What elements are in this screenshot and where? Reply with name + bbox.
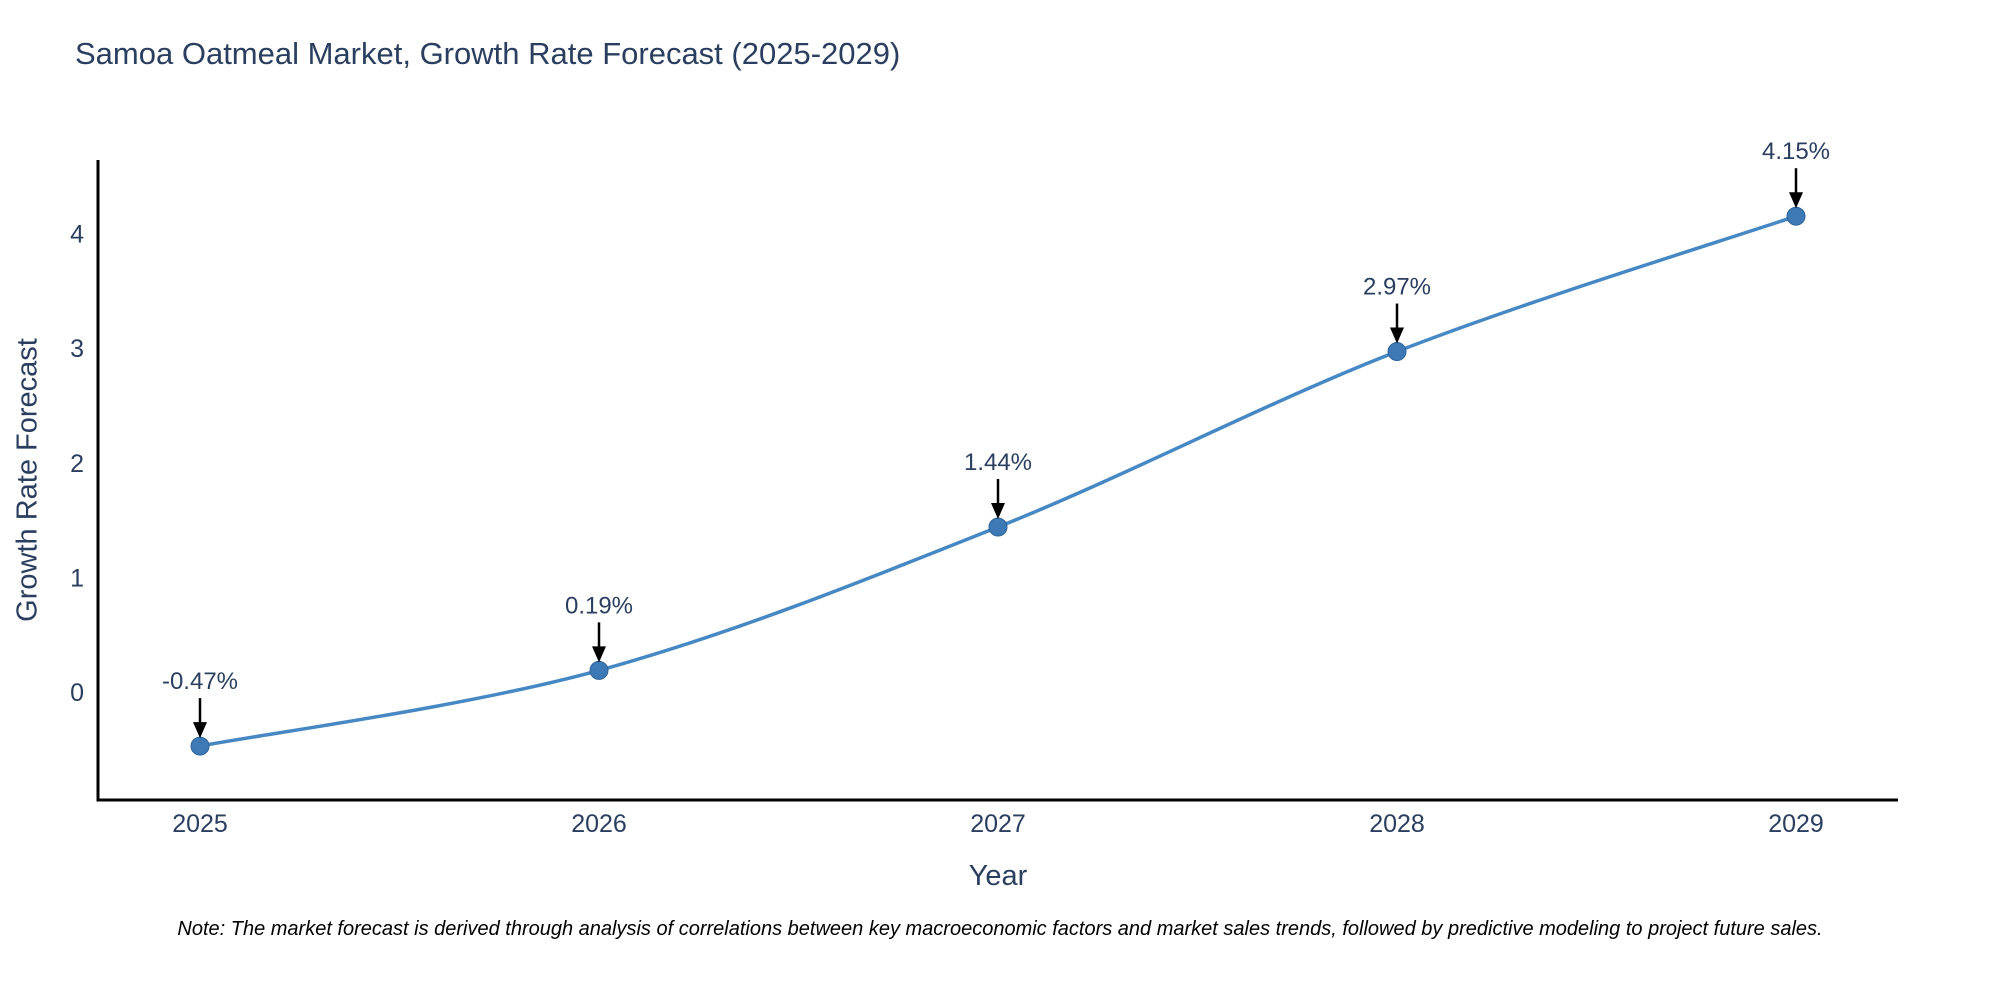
annotation-label: 2.97% xyxy=(1363,274,1431,301)
y-tick-label: 0 xyxy=(70,679,84,707)
data-point-marker[interactable] xyxy=(1387,342,1407,362)
annotation-label: 0.19% xyxy=(565,592,633,619)
annotation-label: -0.47% xyxy=(162,668,238,695)
y-tick-label: 1 xyxy=(70,564,84,592)
annotation-arrow-head xyxy=(1390,327,1404,344)
x-tick-label: 2028 xyxy=(1369,810,1425,838)
annotation-arrow-head xyxy=(592,646,606,663)
x-axis-title: Year xyxy=(968,860,1028,892)
data-point-marker[interactable] xyxy=(1786,206,1806,226)
annotation-arrow-head xyxy=(1789,192,1803,209)
x-tick-label: 2025 xyxy=(172,810,228,838)
chart-title: Samoa Oatmeal Market, Growth Rate Foreca… xyxy=(75,36,901,71)
annotation-label: 4.15% xyxy=(1762,138,1830,165)
y-tick-label: 2 xyxy=(70,450,84,478)
annotation-label: 1.44% xyxy=(964,449,1032,476)
data-point-marker[interactable] xyxy=(190,736,210,756)
y-tick-label: 3 xyxy=(70,335,84,363)
data-point-marker[interactable] xyxy=(988,517,1008,537)
x-tick-label: 2026 xyxy=(571,810,627,838)
annotation-arrow-head xyxy=(991,503,1005,520)
y-tick-label: 4 xyxy=(70,220,84,248)
annotation-arrow-head xyxy=(193,722,207,739)
x-tick-label: 2027 xyxy=(970,810,1026,838)
data-point-marker[interactable] xyxy=(589,660,609,680)
x-tick-label: 2029 xyxy=(1768,810,1824,838)
footnote: Note: The market forecast is derived thr… xyxy=(177,918,1823,940)
